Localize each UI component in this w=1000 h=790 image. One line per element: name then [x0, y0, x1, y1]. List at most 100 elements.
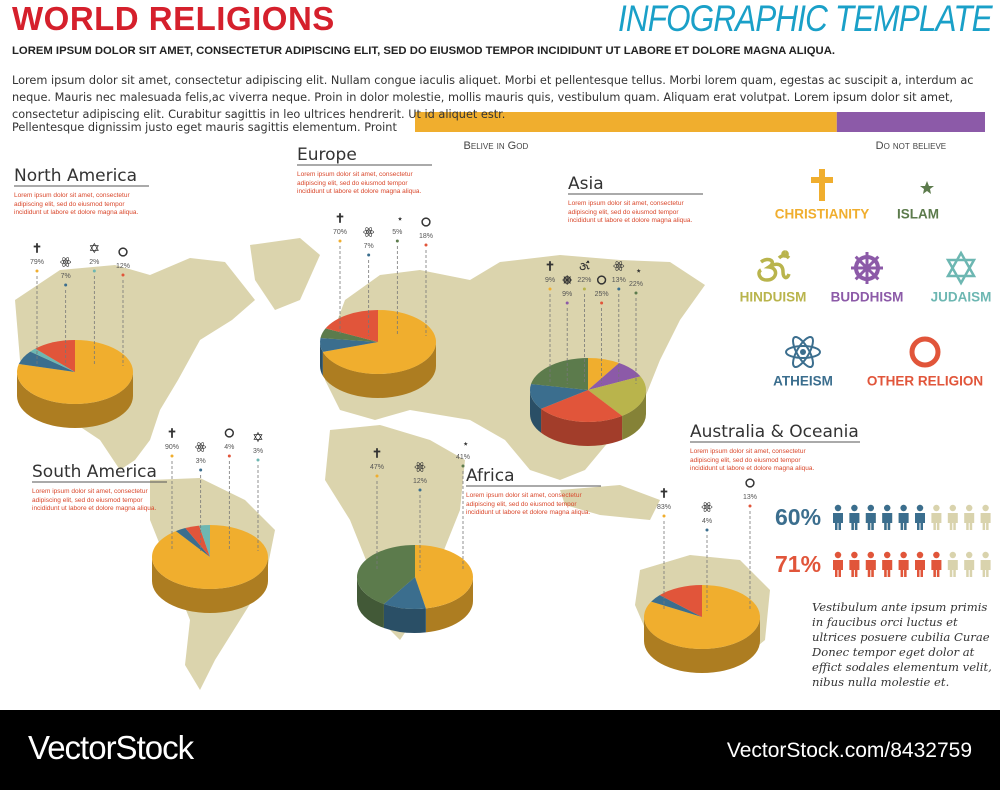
legend-label: JUDAISM: [931, 290, 992, 305]
person-head: [884, 504, 891, 512]
pie-slice: [651, 595, 702, 617]
footer-id: VectorStock.com/8432759: [726, 739, 972, 762]
religion-icon: [394, 213, 403, 223]
label-dot: [227, 454, 231, 458]
pie-slice: [320, 328, 378, 342]
value-label: 7%: [364, 243, 374, 250]
value-label: 83%: [657, 504, 671, 511]
region-description: Lorem ipsum dolor sit amet, consectetur …: [14, 192, 139, 216]
person-body: [915, 513, 925, 530]
religion-icon: [596, 275, 607, 285]
value-label: 12%: [413, 478, 427, 485]
region-description: Lorem ipsum dolor sit amet, consectetur …: [32, 488, 157, 512]
person-body: [882, 513, 893, 530]
pie-slice: [322, 310, 436, 374]
label-dot: [199, 468, 203, 472]
person-head: [933, 551, 940, 559]
region-description: Lorem ipsum dolor sit amet, consectetur …: [690, 448, 815, 472]
person-head: [884, 551, 891, 559]
legend-label: ISLAM: [897, 207, 939, 222]
icon-part: [64, 261, 67, 263]
religion-icon: [579, 260, 590, 271]
icon-part: [615, 261, 623, 271]
person-body: [980, 513, 991, 530]
value-label: 9%: [545, 277, 555, 284]
icon-part: [920, 181, 934, 194]
legend-label: HINDUISM: [740, 290, 807, 305]
pie-side: [383, 604, 426, 633]
pie-slice: [588, 376, 646, 416]
person-head: [867, 551, 874, 559]
icon-part: [785, 345, 821, 359]
icon-part: [168, 430, 176, 433]
icon-part: [419, 466, 421, 468]
icon-part: [907, 170, 922, 200]
religion-icon: [60, 257, 72, 267]
religion-icon: [414, 462, 426, 472]
pie-side: [644, 617, 760, 673]
infographic: CHRISTIANITY ISLAM HINDUISM BUDDHISM JUDAISM…: [14, 112, 992, 690]
footer-brand: VectorStock: [28, 729, 194, 766]
icon-part: [566, 278, 569, 282]
icon-part: [615, 261, 623, 271]
icon-part: [421, 217, 431, 227]
person-head: [982, 551, 989, 559]
person-body: [980, 560, 991, 577]
icon-part: [745, 478, 755, 488]
pie-slice: [415, 545, 473, 609]
value-label: 5%: [392, 229, 402, 236]
person-body: [898, 513, 909, 530]
pie-slice: [30, 348, 75, 372]
value-label: 22%: [629, 281, 643, 288]
icon-part: [336, 215, 344, 218]
badge: INFOGRAPHIC TEMPLATE: [618, 0, 993, 39]
religion-icon: [373, 448, 381, 458]
icon-part: [416, 462, 424, 472]
person-body: [964, 513, 975, 530]
icon-part: [663, 488, 665, 498]
legend-icons: CHRISTIANITY ISLAM HINDUISM BUDDHISM JUDAISM…: [740, 169, 992, 389]
label-dot: [121, 273, 125, 277]
region-description: Lorem ipsum dolor sit amet, consectetur …: [297, 171, 422, 195]
pie-side: [357, 577, 384, 629]
icon-part: [373, 450, 381, 453]
person-body: [915, 560, 925, 577]
icon-part: [546, 263, 554, 266]
value-label: 22%: [577, 277, 591, 284]
value-label: 4%: [224, 444, 234, 451]
legend-label: ATHEISM: [773, 374, 833, 389]
region-title: South America: [32, 462, 157, 482]
person-head: [933, 504, 940, 512]
icon-part: [459, 438, 465, 448]
label-dot: [748, 504, 752, 508]
pie-slice: [383, 577, 426, 609]
label-dot: [424, 243, 428, 247]
belief-bar: [415, 112, 837, 132]
label-dot: [64, 283, 68, 287]
icon-part: [118, 247, 128, 257]
person-head: [851, 551, 858, 559]
religion-icon: [613, 261, 625, 271]
region-title: Australia & Oceania: [690, 422, 859, 442]
pie-side: [622, 390, 646, 440]
person-head: [982, 504, 989, 512]
icon-part: [197, 442, 204, 452]
religion-icon: [33, 243, 41, 253]
pie-side: [541, 408, 623, 447]
pie-chart: 47% 12% 41%: [357, 438, 473, 633]
value-label: 79%: [30, 259, 44, 266]
person-body: [833, 513, 843, 530]
religion-icon: [118, 247, 128, 257]
religion-icon: [336, 213, 344, 223]
icon-part: [579, 260, 590, 271]
person-body: [964, 560, 975, 577]
religion-icon: [757, 250, 791, 282]
legend-label: OTHER RELIGION: [867, 374, 983, 389]
pie-slice: [529, 384, 588, 409]
value-label: 3%: [253, 448, 263, 455]
icon-part: [792, 335, 814, 369]
person-body: [898, 560, 909, 577]
value-label: 47%: [370, 464, 384, 471]
pie-slice: [357, 545, 415, 605]
pie-slice: [659, 585, 702, 617]
